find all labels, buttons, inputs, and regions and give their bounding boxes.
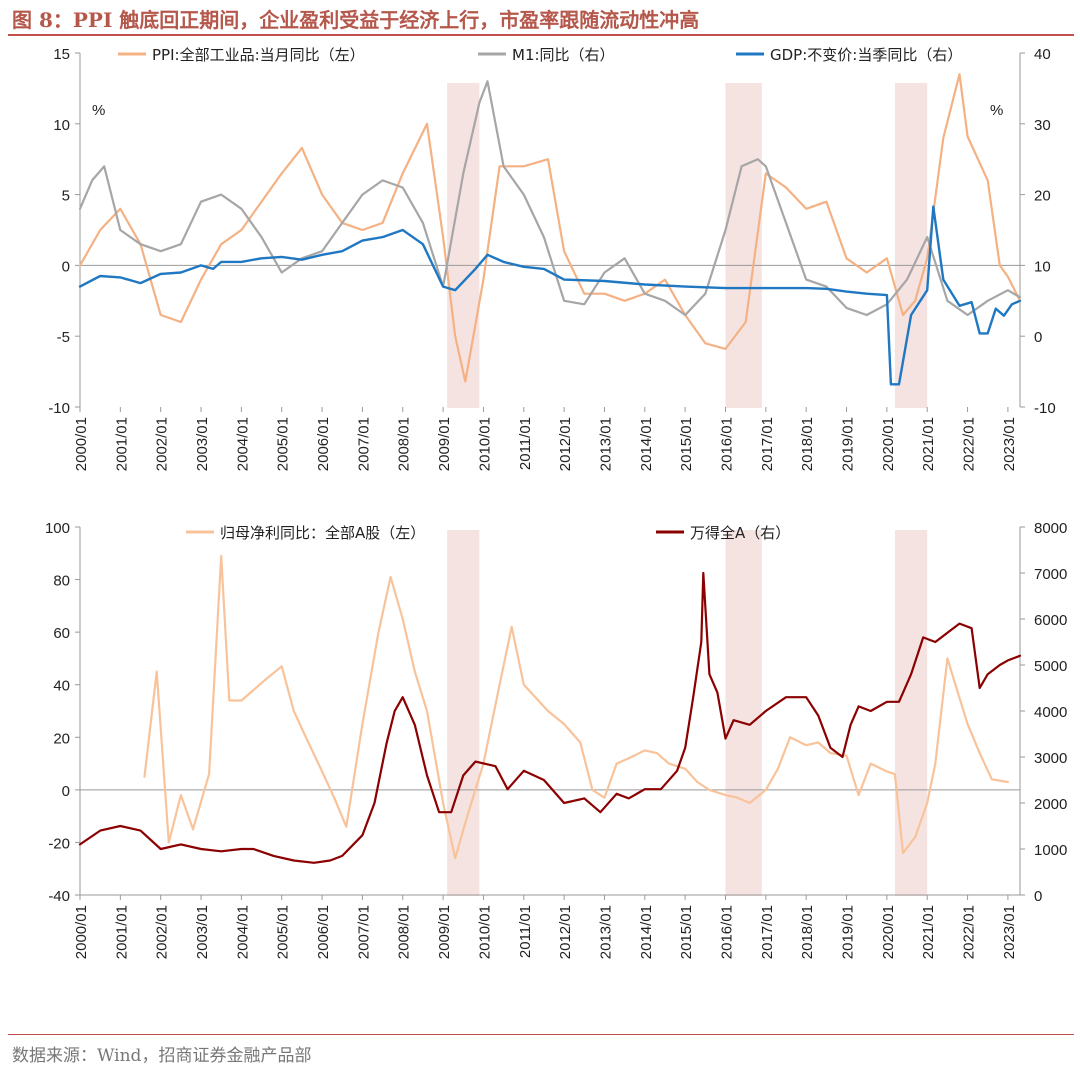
x-tick-label: 2014/01 <box>638 905 655 959</box>
x-tick-label: 2002/01 <box>154 905 171 959</box>
right-tick-label: 1000 <box>1034 842 1067 859</box>
left-unit-label: % <box>92 102 105 119</box>
series-line-2 <box>78 571 1022 864</box>
x-tick-label: 2021/01 <box>920 417 937 471</box>
x-tick-label: 2015/01 <box>678 417 695 471</box>
right-tick-label: 5000 <box>1034 658 1067 675</box>
x-tick-label: 2008/01 <box>396 905 413 959</box>
left-tick-label: 0 <box>62 258 70 275</box>
right-tick-label: 10 <box>1034 258 1051 275</box>
x-tick-label: 2018/01 <box>799 905 816 959</box>
x-tick-label: 2000/01 <box>73 417 90 471</box>
x-tick-label: 2008/01 <box>396 417 413 471</box>
x-tick-label: 2001/01 <box>113 417 130 471</box>
right-tick-label: 0 <box>1034 329 1042 346</box>
x-tick-label: 2011/01 <box>517 417 534 470</box>
x-tick-label: 2007/01 <box>355 417 372 471</box>
x-tick-label: 2003/01 <box>194 417 211 471</box>
x-tick-label: 2007/01 <box>355 905 372 959</box>
x-tick-label: 2004/01 <box>234 417 251 471</box>
right-tick-label: 30 <box>1034 117 1051 134</box>
right-tick-label: 6000 <box>1034 612 1067 629</box>
x-tick-label: 2017/01 <box>759 417 776 471</box>
x-tick-label: 2022/01 <box>961 905 978 959</box>
x-tick-label: 2010/01 <box>476 417 493 471</box>
x-tick-label: 2020/01 <box>880 417 897 471</box>
right-tick-label: 20 <box>1034 188 1051 205</box>
left-tick-label: 10 <box>53 117 70 134</box>
right-tick-label: -10 <box>1034 400 1056 417</box>
right-tick-label: 3000 <box>1034 750 1067 767</box>
x-tick-label: 2016/01 <box>718 417 735 471</box>
left-tick-label: 40 <box>53 678 70 695</box>
x-tick-label: 2006/01 <box>315 417 332 471</box>
figure-title: 图 8：PPI 触底回正期间，企业盈利受益于经济上行，市盈率跟随流动性冲高 <box>12 8 700 32</box>
x-tick-label: 2022/01 <box>961 417 978 471</box>
source-divider <box>8 1034 1074 1035</box>
series-line-1 <box>143 554 1009 860</box>
right-tick-label: 40 <box>1034 46 1051 63</box>
title-divider <box>8 34 1074 36</box>
legend-label-1: 归母净利同比：全部A股（左） <box>220 524 425 542</box>
x-tick-label: 2020/01 <box>880 905 897 959</box>
shaded-period-2 <box>725 530 762 896</box>
left-tick-label: 20 <box>53 730 70 747</box>
left-tick-label: 60 <box>53 625 70 642</box>
right-tick-label: 2000 <box>1034 796 1067 813</box>
left-tick-label: 100 <box>45 520 70 537</box>
shaded-period-3 <box>894 83 928 408</box>
x-tick-label: 2018/01 <box>799 417 816 471</box>
x-tick-label: 2001/01 <box>113 905 130 959</box>
left-tick-label: 80 <box>53 573 70 590</box>
right-tick-label: 7000 <box>1034 566 1067 583</box>
series-line-1 <box>78 73 1022 383</box>
left-tick-label: -40 <box>48 888 70 905</box>
right-tick-label: 0 <box>1034 888 1042 905</box>
x-tick-label: 2009/01 <box>436 417 453 471</box>
right-unit-label: % <box>990 102 1003 119</box>
x-tick-label: 2014/01 <box>638 417 655 471</box>
legend-label-2: 万得全A（右） <box>690 524 790 542</box>
x-tick-label: 2005/01 <box>275 417 292 471</box>
x-tick-label: 2009/01 <box>436 905 453 959</box>
shaded-period-1 <box>447 530 480 896</box>
source-note: 数据来源：Wind，招商证券金融产品部 <box>12 1046 312 1066</box>
x-tick-label: 2000/01 <box>73 905 90 959</box>
left-tick-label: 5 <box>62 188 70 205</box>
x-tick-label: 2016/01 <box>718 905 735 959</box>
left-tick-label: -10 <box>48 400 70 417</box>
x-tick-label: 2004/01 <box>234 905 251 959</box>
x-tick-label: 2017/01 <box>759 905 776 959</box>
legend-label-1: PPI:全部工业品:当月同比（左） <box>152 46 365 64</box>
left-tick-label: 0 <box>62 783 70 800</box>
x-tick-label: 2012/01 <box>557 417 574 471</box>
x-tick-label: 2019/01 <box>840 417 857 471</box>
x-tick-label: 2015/01 <box>678 905 695 959</box>
left-tick-label: -5 <box>57 329 70 346</box>
chart-profit-wind-a: 100 80 60 40 20 0 -20 -40 8000 7000 6000 5000 4000 30… <box>45 520 1067 959</box>
left-tick-label: 15 <box>53 46 70 63</box>
x-tick-label: 2013/01 <box>597 905 614 959</box>
x-tick-label: 2012/01 <box>557 905 574 959</box>
series-line-2 <box>78 80 1022 317</box>
legend-label-3: GDP:不变价:当季同比（右） <box>770 46 962 64</box>
legend-label-2: M1:同比（右） <box>512 46 615 64</box>
x-tick-label: 2010/01 <box>476 905 493 959</box>
left-tick-label: -20 <box>48 835 70 852</box>
x-tick-label: 2005/01 <box>275 905 292 959</box>
x-tick-label: 2023/01 <box>1001 417 1018 471</box>
series-line-3 <box>78 205 1022 386</box>
x-tick-label: 2003/01 <box>194 905 211 959</box>
x-tick-label: 2013/01 <box>597 417 614 471</box>
x-tick-label: 2006/01 <box>315 905 332 959</box>
x-tick-label: 2023/01 <box>1001 905 1018 959</box>
x-tick-label: 2019/01 <box>840 905 857 959</box>
right-tick-label: 4000 <box>1034 704 1067 721</box>
shaded-period-1 <box>447 83 480 408</box>
right-tick-label: 8000 <box>1034 520 1067 537</box>
x-tick-label: 2021/01 <box>920 905 937 959</box>
x-tick-label: 2002/01 <box>154 417 171 471</box>
x-tick-label: 2011/01 <box>517 905 534 958</box>
